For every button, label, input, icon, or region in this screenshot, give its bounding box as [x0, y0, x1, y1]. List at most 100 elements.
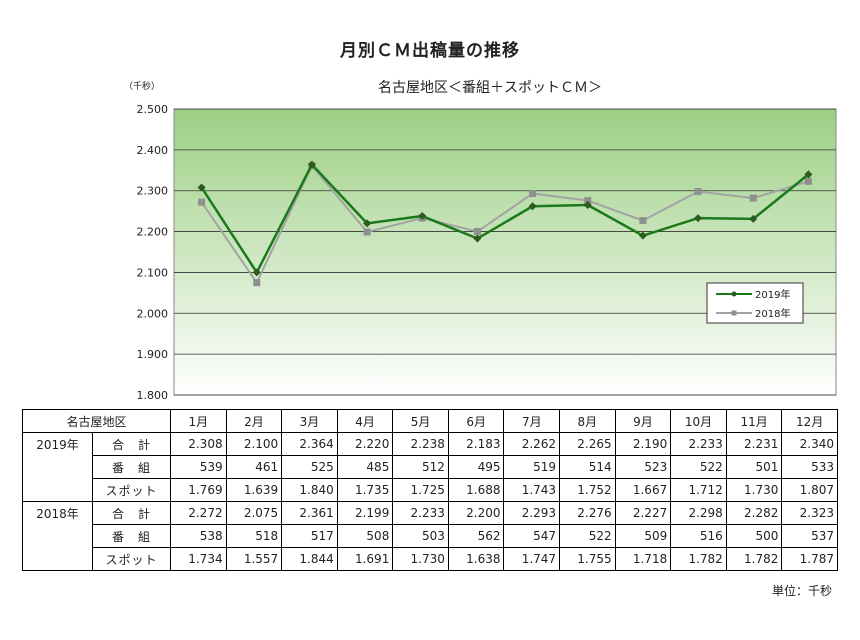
data-table: 名古屋地区 1月 2月 3月 4月 5月 6月 7月 8月 9月 10月 11月… [21, 409, 838, 571]
value-cell: 1.787 [781, 547, 838, 571]
value-cell: 2.323 [781, 501, 838, 525]
value-cell: 2.238 [392, 432, 449, 456]
value-cell: 1.743 [503, 478, 561, 502]
value-cell: 2.199 [336, 501, 394, 525]
value-cell: 562 [447, 524, 505, 548]
year-cell: 2018年 [22, 501, 93, 571]
table-row: 2019年合 計 2.308 2.100 2.364 2.220 2.238 2.183 2.… [22, 432, 838, 502]
value-cell: 500 [725, 524, 783, 548]
data-point-2018 [198, 198, 206, 206]
value-cell: 2.231 [725, 432, 783, 456]
value-cell: 2.361 [281, 501, 338, 525]
data-point-2019 [307, 160, 316, 169]
table-row: 2018年合 計 2.272 2.075 2.361 2.199 2.233 2.200 2.… [22, 501, 838, 571]
value-cell: 461 [225, 455, 283, 479]
y-tick-label: 2.500 [137, 103, 169, 116]
value-cell: 1.752 [559, 478, 616, 502]
table-row: スポット 1.769 1.639 1.840 1.735 1.725 1.688 1.743 1… [23, 478, 838, 502]
data-point-2018 [473, 228, 481, 236]
value-cell: 1.844 [281, 547, 338, 571]
value-cell: 537 [781, 524, 838, 548]
row-label: スポット [91, 478, 172, 502]
y-axis-unit-label: （千秒） [124, 82, 161, 92]
value-cell: 516 [670, 524, 727, 548]
value-cell: 519 [503, 455, 561, 479]
value-cell: 1.840 [281, 478, 338, 502]
value-cell: 503 [392, 524, 449, 548]
value-cell: 1.718 [614, 547, 672, 571]
table-row: 番 組 538 518 517 508 503 562 547 522 509 516 500 537 [23, 524, 838, 548]
y-tick-label: 1.800 [137, 389, 169, 402]
value-cell: 2.227 [614, 501, 672, 525]
value-cell: 2.265 [559, 432, 616, 456]
value-cell: 2.262 [503, 432, 561, 456]
value-cell: 1.807 [781, 478, 838, 502]
data-point-2018 [529, 190, 537, 198]
table-row: スポット 1.734 1.557 1.844 1.691 1.730 1.638 1.747 1… [23, 547, 838, 571]
value-cell: 517 [281, 524, 338, 548]
month-header: 11月 [725, 409, 783, 433]
data-point-2019 [749, 214, 758, 223]
row-label: スポット [91, 547, 172, 571]
legend: 2019年 2018年 [706, 282, 804, 324]
value-cell: 1.667 [614, 478, 672, 502]
data-point-2019 [694, 214, 703, 223]
data-point-2019 [528, 202, 537, 211]
month-header: 10月 [670, 409, 727, 433]
value-cell: 508 [336, 524, 394, 548]
chart-title: 月別ＣＭ出稿量の推移 [340, 41, 520, 61]
month-header: 2月 [225, 409, 283, 433]
data-point-2018 [694, 188, 702, 196]
y-tick-label: 2.100 [137, 266, 169, 279]
data-point-2019 [363, 219, 372, 228]
value-cell: 1.782 [725, 547, 783, 571]
value-cell: 2.183 [447, 432, 505, 456]
value-cell: 2.340 [781, 432, 838, 456]
data-point-2018 [749, 194, 757, 202]
data-point-2019 [638, 231, 647, 240]
gridlines [174, 108, 836, 396]
value-cell: 495 [447, 455, 505, 479]
value-cell: 2.190 [614, 432, 672, 456]
value-cell: 1.730 [725, 478, 783, 502]
value-cell: 2.298 [670, 501, 727, 525]
y-tick-label: 1.900 [137, 348, 169, 361]
year-cell: 2019年 [22, 432, 93, 502]
data-point-2018 [363, 228, 371, 236]
value-cell: 522 [559, 524, 616, 548]
value-cell: 523 [614, 455, 672, 479]
value-cell: 2.272 [170, 501, 227, 525]
value-cell: 2.200 [447, 501, 505, 525]
value-cell: 1.712 [670, 478, 727, 502]
value-cell: 1.755 [559, 547, 616, 571]
month-header: 3月 [281, 409, 338, 433]
value-cell: 1.639 [225, 478, 283, 502]
legend-box [706, 282, 804, 324]
value-cell: 2.282 [725, 501, 783, 525]
data-point-2018 [639, 217, 647, 225]
month-header: 5月 [392, 409, 449, 433]
plot-area [173, 108, 837, 396]
value-cell: 2.220 [336, 432, 394, 456]
data-point-2019 [197, 183, 206, 192]
data-point-2019 [418, 212, 427, 221]
row-label: 合 計 [91, 432, 172, 456]
month-header: 6月 [447, 409, 505, 433]
y-tick-label: 2.400 [137, 144, 169, 157]
value-cell: 1.725 [392, 478, 449, 502]
value-cell: 512 [392, 455, 449, 479]
value-cell: 2.293 [503, 501, 561, 525]
value-cell: 485 [336, 455, 394, 479]
legend-marker-2018 [731, 310, 737, 316]
data-point-2019 [473, 234, 482, 243]
value-cell: 2.233 [392, 501, 449, 525]
series-line-2019 [200, 162, 810, 275]
value-cell: 522 [670, 455, 727, 479]
data-point-2019 [583, 201, 592, 210]
data-point-2018 [584, 197, 592, 205]
value-cell: 514 [559, 455, 616, 479]
month-header: 9月 [614, 409, 672, 433]
month-header: 7月 [503, 409, 561, 433]
value-cell: 1.691 [336, 547, 394, 571]
value-cell: 1.730 [392, 547, 449, 571]
